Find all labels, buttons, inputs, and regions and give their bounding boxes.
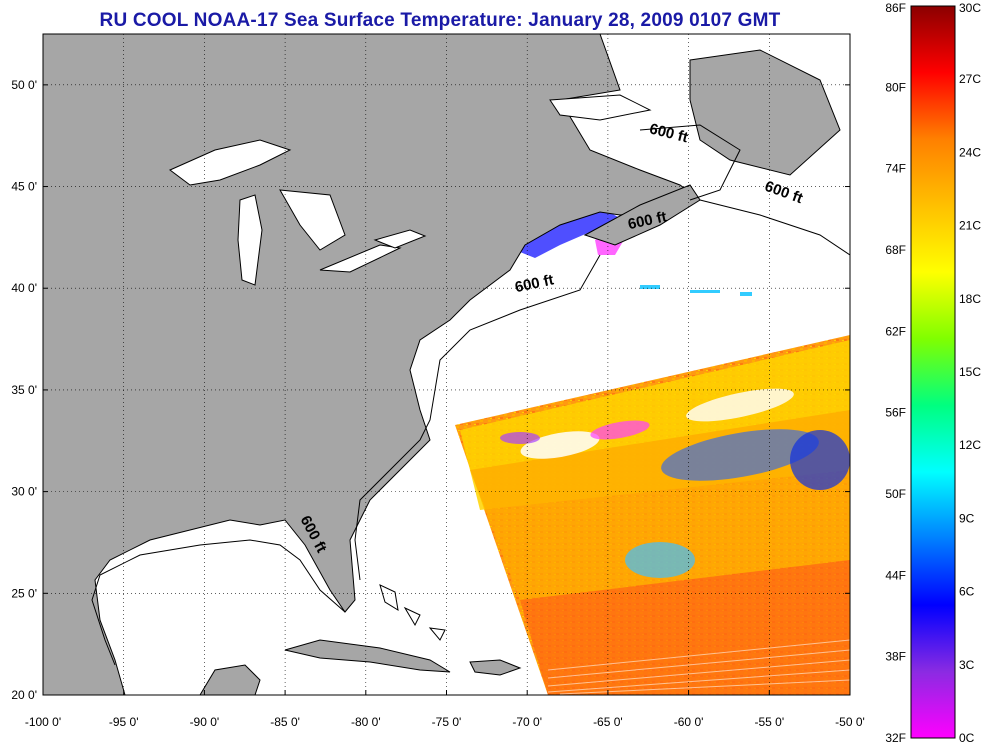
x-tick-label: -80 0' bbox=[351, 715, 381, 729]
colorbar-c-label: 12C bbox=[959, 438, 981, 452]
colorbar-c-label: 9C bbox=[959, 511, 975, 525]
colorbar-c-label: 18C bbox=[959, 292, 981, 306]
isobath-600ft bbox=[91, 199, 850, 666]
colorbar-c-label: 6C bbox=[959, 585, 975, 599]
colorbar-c-label: 21C bbox=[959, 219, 981, 233]
colorbar-c-label: 0C bbox=[959, 731, 975, 745]
y-axis: 20 0' 25 0' 30 0' 35 0' 40 0' 45 0' 50 0' bbox=[11, 78, 850, 702]
colorbar-f-label: 50F bbox=[885, 487, 906, 501]
x-tick-label: -95 0' bbox=[109, 715, 139, 729]
sst-cold-magenta bbox=[590, 420, 650, 440]
graticule bbox=[43, 34, 850, 695]
lake-michigan bbox=[237, 194, 263, 286]
sst-swath bbox=[455, 335, 850, 695]
lake-superior bbox=[169, 139, 292, 186]
land bbox=[43, 34, 841, 695]
colorbar: 86F 80F 74F 68F 62F 56F 50F 44F 38F 32F 30C 27C 24C… bbox=[885, 1, 981, 745]
bahamas bbox=[379, 584, 446, 641]
x-axis: -100 0' -95 0' -90 0' -85 0' -80 0' -75 0' -70… bbox=[25, 690, 865, 729]
colorbar-f-label: 38F bbox=[885, 650, 906, 664]
colorbar-c-label: 24C bbox=[959, 145, 981, 159]
newfoundland bbox=[689, 49, 841, 176]
colorbar-c-label: 30C bbox=[959, 1, 981, 15]
colorbar-f-label: 62F bbox=[885, 324, 906, 338]
colorbar-fahrenheit-labels: 86F 80F 74F 68F 62F 56F 50F 44F 38F 32F bbox=[885, 1, 906, 745]
x-tick-label: -70 0' bbox=[512, 715, 542, 729]
colorbar-gradient bbox=[910, 5, 956, 739]
sst-gulf-of-maine bbox=[515, 210, 620, 258]
isobath-600ft-north bbox=[639, 124, 741, 201]
map-title: RU COOL NOAA-17 Sea Surface Temperature:… bbox=[99, 10, 781, 31]
colorbar-f-label: 74F bbox=[885, 162, 906, 176]
sst-cool-eddy bbox=[625, 542, 695, 578]
x-tick-label: -65 0' bbox=[593, 715, 623, 729]
sst-cold-patch-east bbox=[790, 430, 850, 490]
cloud-patch bbox=[520, 431, 600, 459]
colorbar-f-label: 56F bbox=[885, 406, 906, 420]
sst-south-band bbox=[520, 560, 850, 695]
lake-erie bbox=[319, 244, 402, 273]
x-tick-label: -50 0' bbox=[835, 715, 865, 729]
x-tick-label: -75 0' bbox=[432, 715, 462, 729]
y-tick-label: 45 0' bbox=[11, 180, 37, 194]
colorbar-celsius-labels: 30C 27C 24C 21C 18C 15C 12C 9C 6C 3C 0C bbox=[959, 1, 981, 745]
x-tick-label: -60 0' bbox=[674, 715, 704, 729]
y-tick-label: 35 0' bbox=[11, 383, 37, 397]
colorbar-f-label: 80F bbox=[885, 80, 906, 94]
y-tick-label: 50 0' bbox=[11, 78, 37, 92]
colorbar-c-label: 27C bbox=[959, 72, 981, 86]
x-tick-label: -90 0' bbox=[190, 715, 220, 729]
y-tick-label: 30 0' bbox=[11, 485, 37, 499]
sst-cold-patch bbox=[661, 429, 819, 481]
y-tick-label: 40 0' bbox=[11, 281, 37, 295]
colorbar-f-label: 32F bbox=[885, 731, 906, 745]
hispaniola bbox=[469, 659, 522, 676]
colorbar-c-label: 3C bbox=[959, 658, 975, 672]
cuba bbox=[284, 639, 451, 673]
x-tick-label: -100 0' bbox=[25, 715, 61, 729]
y-tick-label: 20 0' bbox=[11, 688, 37, 702]
colorbar-f-label: 68F bbox=[885, 243, 906, 257]
lake-ontario bbox=[373, 229, 427, 249]
colorbar-c-label: 15C bbox=[959, 365, 981, 379]
great-lakes bbox=[169, 94, 652, 286]
x-tick-label: -55 0' bbox=[754, 715, 784, 729]
sst-cold-violet bbox=[500, 432, 540, 444]
colorbar-f-label: 44F bbox=[885, 568, 906, 582]
x-tick-label: -85 0' bbox=[270, 715, 300, 729]
cloud-patch bbox=[686, 388, 794, 422]
yucatan bbox=[199, 664, 261, 695]
colorbar-f-label: 86F bbox=[885, 1, 906, 15]
gulf-of-st-lawrence-inlet bbox=[549, 94, 652, 121]
y-tick-label: 25 0' bbox=[11, 586, 37, 600]
lake-huron bbox=[279, 189, 346, 251]
